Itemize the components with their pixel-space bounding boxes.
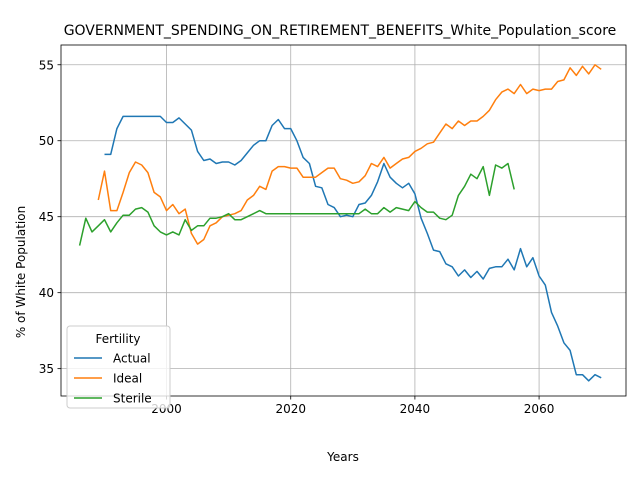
y-tick-label: 40 (39, 286, 54, 300)
series-line-sterile (78, 162, 515, 246)
series-lines (78, 64, 602, 382)
legend: Fertility Actual Ideal Sterile (66, 325, 171, 409)
y-tick-label: 55 (39, 58, 54, 72)
y-axis-label: % of White Population (14, 206, 28, 338)
y-tick-label: 50 (39, 134, 54, 148)
legend-label-sterile: Sterile (113, 392, 152, 406)
y-axis-ticks: 35 40 45 50 55 (39, 58, 61, 376)
legend-label-actual: Actual (113, 352, 151, 366)
chart-title: GOVERNMENT_SPENDING_ON_RETIREMENT_BENEFI… (64, 23, 617, 39)
x-tick-label: 2060 (524, 402, 555, 416)
series-line-ideal (97, 64, 602, 245)
legend-label-ideal: Ideal (113, 372, 142, 386)
plot-area-frame (60, 44, 627, 397)
legend-items: Actual Ideal Sterile (74, 352, 152, 406)
legend-box (66, 325, 171, 409)
x-tick-label: 2020 (275, 402, 306, 416)
x-axis-ticks: 2000 2020 2040 2060 (151, 396, 554, 416)
y-tick-label: 45 (39, 210, 54, 224)
y-tick-label: 35 (39, 362, 54, 376)
x-axis-label: Years (326, 450, 359, 464)
series-line-actual (104, 115, 602, 382)
x-tick-label: 2040 (400, 402, 431, 416)
legend-title: Fertility (95, 332, 140, 346)
